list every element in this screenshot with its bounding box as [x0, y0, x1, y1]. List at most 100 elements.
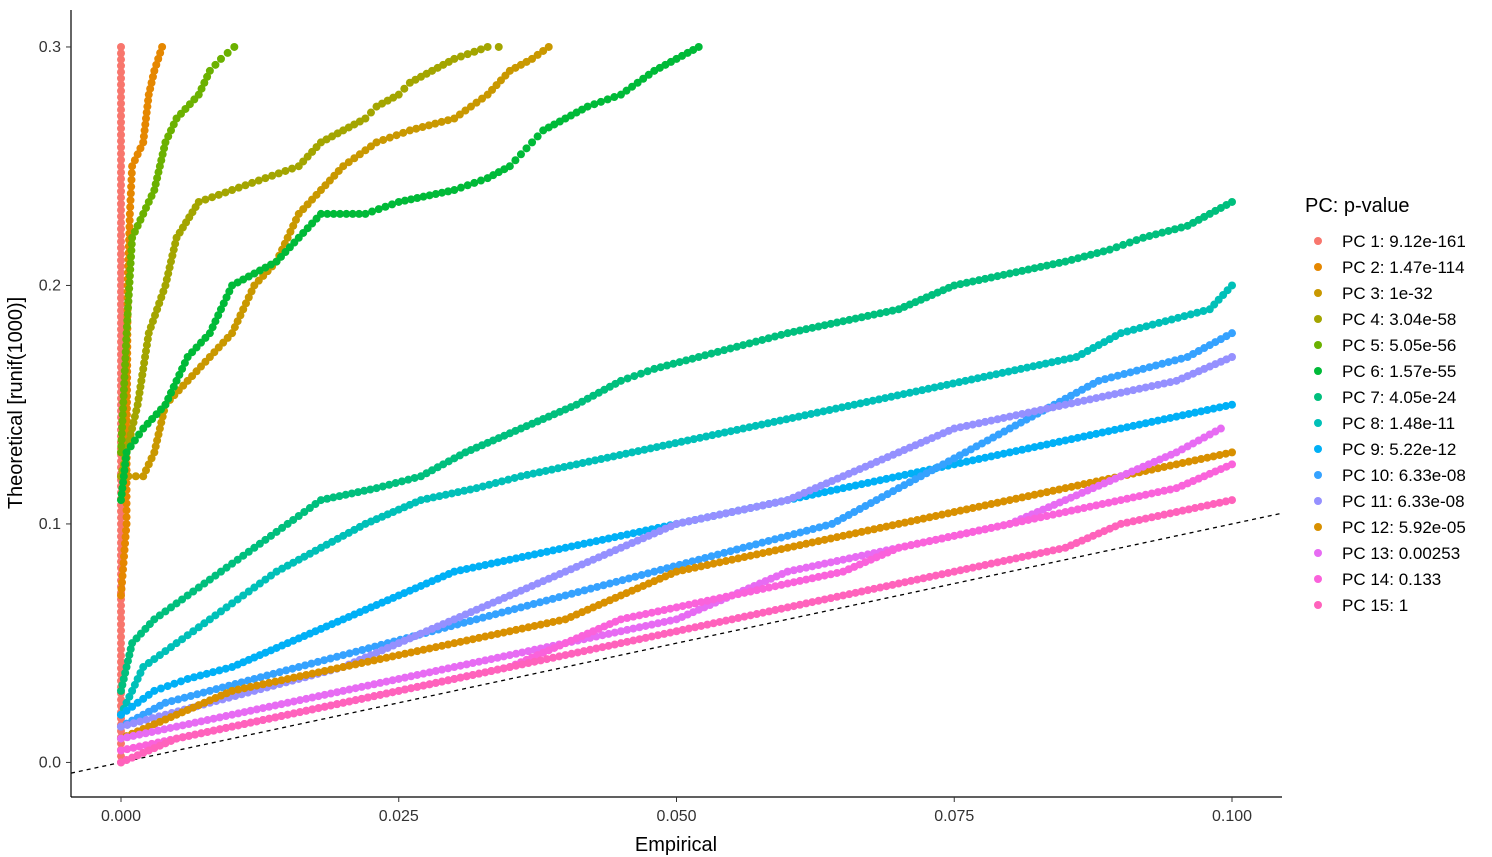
- data-point: [116, 243, 125, 252]
- y-tick-label: 0.1: [39, 516, 61, 533]
- data-point: [728, 555, 737, 564]
- data-point: [121, 347, 130, 356]
- data-point: [400, 649, 409, 658]
- data-point: [156, 684, 165, 693]
- data-point: [1129, 493, 1138, 502]
- data-point: [708, 431, 717, 440]
- data-point: [150, 186, 159, 195]
- data-point: [821, 521, 830, 530]
- data-point: [345, 649, 354, 658]
- data-point: [160, 144, 169, 153]
- data-point: [1101, 375, 1110, 384]
- data-point: [826, 319, 835, 328]
- data-point: [669, 359, 678, 368]
- data-point: [641, 633, 650, 642]
- data-point: [385, 133, 394, 142]
- data-point: [826, 594, 835, 603]
- data-point: [808, 562, 817, 571]
- data-point: [366, 485, 375, 494]
- data-point: [404, 475, 413, 484]
- data-point: [239, 591, 248, 600]
- data-point: [295, 672, 304, 681]
- data-point: [579, 539, 588, 548]
- data-point: [907, 517, 916, 526]
- data-point: [178, 364, 187, 373]
- data-point: [127, 175, 136, 184]
- data-point: [802, 539, 811, 548]
- data-point: [120, 379, 129, 388]
- data-point: [200, 619, 209, 628]
- data-point: [765, 547, 774, 556]
- data-point: [1099, 247, 1108, 256]
- data-point: [604, 641, 613, 650]
- data-point: [154, 168, 163, 177]
- data-point: [154, 726, 163, 735]
- data-point: [470, 178, 479, 187]
- data-point: [703, 620, 712, 629]
- data-point: [419, 645, 428, 654]
- data-point: [944, 509, 953, 518]
- data-point: [802, 575, 811, 584]
- data-point: [974, 276, 983, 285]
- data-point: [481, 668, 490, 677]
- data-point: [137, 376, 146, 385]
- data-point: [339, 651, 348, 660]
- data-point: [150, 686, 159, 695]
- data-point: [450, 114, 459, 123]
- data-point: [199, 688, 208, 697]
- data-point: [596, 97, 605, 106]
- data-point: [876, 476, 885, 485]
- data-point: [161, 647, 170, 656]
- data-point: [382, 677, 391, 686]
- data-point: [216, 567, 225, 576]
- data-point: [734, 614, 743, 623]
- data-point: [561, 591, 570, 600]
- data-point: [1113, 371, 1122, 380]
- data-point: [243, 676, 252, 685]
- data-point: [672, 603, 681, 612]
- data-point: [336, 209, 345, 218]
- data-point: [444, 676, 453, 685]
- legend-key: [1314, 341, 1322, 349]
- data-point: [993, 522, 1002, 531]
- data-point: [141, 203, 150, 212]
- data-point: [175, 370, 184, 379]
- data-point: [1132, 366, 1141, 375]
- data-point: [603, 453, 612, 462]
- data-point: [370, 656, 379, 665]
- data-point: [962, 505, 971, 514]
- data-point: [333, 700, 342, 709]
- data-point: [116, 49, 125, 58]
- data-point: [121, 341, 130, 350]
- data-point: [913, 575, 922, 584]
- data-point: [139, 694, 148, 703]
- data-point: [116, 118, 125, 127]
- data-point: [361, 146, 370, 155]
- data-point: [141, 729, 150, 738]
- data-point: [246, 718, 255, 727]
- data-point: [455, 110, 464, 119]
- data-point: [1042, 440, 1051, 449]
- data-point: [616, 90, 625, 99]
- data-point: [116, 620, 125, 629]
- data-point: [505, 651, 514, 660]
- data-point: [234, 709, 243, 718]
- data-point: [183, 591, 192, 600]
- data-point: [116, 262, 125, 271]
- data-point: [1129, 421, 1138, 430]
- data-point: [141, 347, 150, 356]
- data-point: [441, 490, 450, 499]
- data-point: [155, 424, 164, 433]
- data-point: [1061, 508, 1070, 517]
- data-point: [652, 443, 661, 452]
- data-point: [820, 321, 829, 330]
- data-point: [143, 335, 152, 344]
- data-point: [618, 576, 627, 585]
- data-point: [899, 390, 908, 399]
- data-point: [1221, 449, 1230, 458]
- data-point: [1151, 361, 1160, 370]
- data-point: [987, 273, 996, 282]
- data-point: [252, 717, 261, 726]
- data-point: [116, 658, 125, 667]
- data-point: [1197, 407, 1206, 416]
